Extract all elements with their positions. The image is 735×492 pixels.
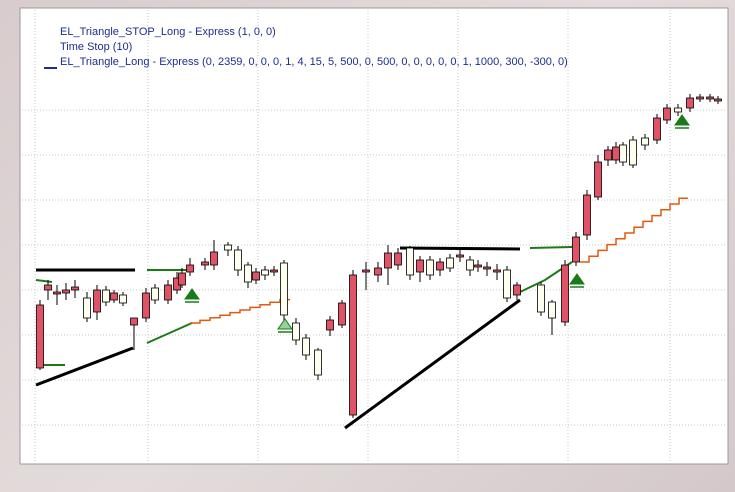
candle-body [270,269,278,273]
candle-body [594,161,602,198]
candle-body [446,257,454,269]
candle-body [406,247,414,276]
candle-body [44,284,52,291]
signal-marker [674,114,690,126]
candle-body [71,286,79,291]
candle-body [362,269,370,273]
candle-body [53,291,61,295]
candle-body [416,259,424,273]
candle-body [130,317,138,326]
candle-body [142,292,150,319]
candle-body [178,272,186,286]
legend-entry: EL_Triangle_STOP_Long - Express (1, 0, 0… [60,26,276,38]
candle-body [83,297,91,319]
indicator-line [35,346,134,387]
candle-body [394,252,402,266]
signal-marker [569,273,585,285]
candle-body [261,269,269,276]
candle-body [604,149,612,161]
candle-body [349,274,357,416]
candle-body [629,139,637,166]
price-chart [35,94,722,430]
candle-body [314,349,322,376]
candle-body [583,194,591,236]
candle-body [186,264,194,273]
indicator-line [146,322,193,344]
indicator-line [35,279,53,283]
candle-body [548,301,556,319]
indicator-line [399,246,521,251]
candle-body [561,264,569,323]
candle-body [93,289,101,313]
candle-body [483,266,491,270]
candle-body [466,259,474,271]
candle-body [119,294,127,304]
candle-body [706,96,714,100]
candle-body [102,289,110,303]
candle-body [456,254,464,258]
chart-panel [19,7,729,465]
candle-body [572,236,580,263]
grid [22,10,726,462]
candle-body [674,107,682,113]
indicator-line [580,197,688,263]
candle-body [326,319,334,331]
candle-body [224,244,232,251]
candle-body [426,259,434,276]
candle-body [436,261,444,271]
signal-marker [184,288,200,300]
legend-entry: Time Stop (10) [60,41,132,53]
candle-body [36,304,44,369]
candle-body [493,269,501,273]
indicator-line [529,246,573,249]
candle-body [151,287,159,301]
candle-body [234,249,242,271]
candle-body [201,261,209,266]
candle-body [619,144,627,163]
candle-body [384,252,392,269]
candle-body [292,322,300,341]
candle-body [302,337,310,356]
candle-body [474,264,482,268]
candle-body [374,267,382,276]
candle-body [210,251,218,266]
candle-body [537,284,545,313]
candle-body [513,284,521,296]
candle-body [338,302,346,326]
signal-marker [277,318,293,330]
candle-body [686,97,694,109]
candle-body [641,137,649,146]
candle-body [164,284,172,301]
candle-body [714,98,722,102]
indicator-line [344,298,521,430]
candle-body [503,269,511,299]
candle-body [653,117,661,141]
candle-body [696,96,704,100]
candle-body [110,292,118,301]
candle-body [62,289,70,294]
indicator-line [190,298,290,324]
candle-body [280,262,288,316]
candle-body [244,264,252,283]
candle-body [252,271,260,281]
candle-body [663,107,671,121]
candle-body [612,146,620,161]
legend-entry: EL_Triangle_Long - Express (0, 2359, 0, … [60,56,568,68]
